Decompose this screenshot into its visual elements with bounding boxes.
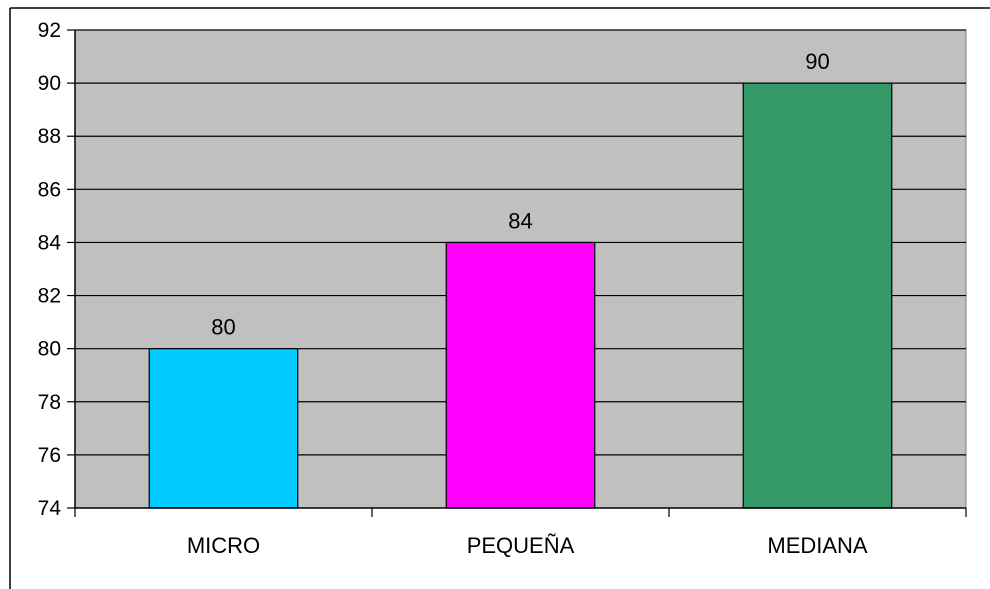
x-category-label: MICRO [187,533,260,558]
y-tick-label: 92 [38,19,61,42]
y-tick-label: 76 [38,444,61,467]
y-tick-label: 74 [38,497,62,520]
data-label: 90 [805,49,829,74]
y-tick-label: 86 [38,178,61,201]
y-tick-label: 90 [38,72,61,95]
x-category-label: PEQUEÑA [467,533,575,558]
data-label: 80 [211,315,235,340]
bar-pequeña[interactable] [446,242,595,508]
y-tick-label: 84 [38,231,62,254]
y-tick-label: 82 [38,285,61,308]
bar-micro[interactable] [149,349,298,508]
data-label: 84 [508,208,532,233]
y-tick-label: 88 [38,125,61,148]
x-category-label: MEDIANA [767,533,868,558]
y-tick-label: 78 [38,391,61,414]
y-tick-label: 80 [38,338,61,361]
bar-mediana[interactable] [743,83,892,508]
